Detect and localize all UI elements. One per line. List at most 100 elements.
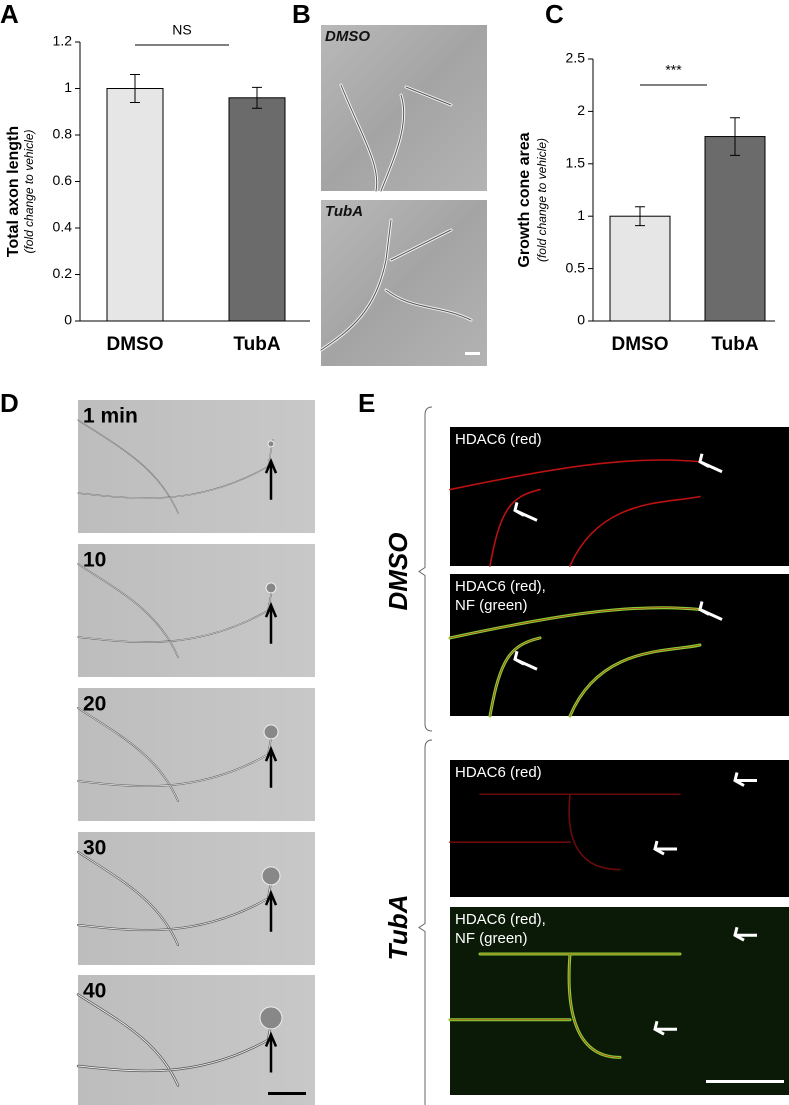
arrow [733,926,757,942]
neurite [568,953,621,1058]
image-label: DMSO [325,28,370,45]
y-tick-label: 0.2 [53,265,73,281]
neurite [77,610,269,643]
arrow [264,601,278,644]
neurite [77,754,269,787]
growth-cone [259,1006,283,1030]
neurite [77,1039,269,1072]
neurite [405,86,452,106]
y-tick-label: 0.8 [53,126,73,142]
panel-letter: D [0,388,19,418]
group-label: TubA [383,895,413,961]
x-tick-label: DMSO [107,334,164,355]
x-tick-label: TubA [233,334,280,355]
panel-letter: E [358,388,375,418]
image-label: NF (green) [455,597,528,614]
scale-bar [268,1092,306,1095]
y-axis-note: (fold change to vehicle) [535,138,549,262]
micrograph [78,832,315,965]
micrograph [450,574,789,716]
micrograph [450,760,789,897]
scale-bar [465,352,480,355]
frame-label: 1 min [83,405,138,428]
frame-label: 30 [83,837,106,860]
image-label: HDAC6 (red), [455,578,546,595]
neurite [77,898,269,931]
image-label: TubA [325,203,363,220]
y-axis-note: (fold change to vehicle) [22,129,36,253]
significance-label: NS [172,22,191,38]
error-bar [252,86,262,109]
arrow [698,453,723,474]
neurite [77,851,179,946]
frame-label: 20 [83,693,106,716]
y-tick-label: 0 [577,312,585,328]
bar [704,136,766,322]
y-tick-label: 1.5 [566,155,586,171]
image-label: HDAC6 (red) [455,764,542,781]
bracket [418,406,433,732]
y-tick-label: 0 [64,312,72,328]
arrow [264,889,278,932]
frame-label: 10 [83,549,106,572]
y-tick-label: 1.2 [53,33,73,49]
micrograph [78,975,315,1105]
scale-bar [706,1080,784,1083]
neurite [569,644,701,717]
image-label: NF (green) [455,930,528,947]
neurite [340,84,378,192]
arrow [513,502,538,522]
neurite [77,419,179,514]
y-tick-label: 0.5 [566,259,586,275]
panel-letter: A [0,0,19,29]
neurite [489,637,541,717]
arrow [698,601,723,621]
x-tick-label: TubA [711,334,758,355]
arrow [264,1031,278,1073]
bar [228,97,286,322]
neurite [568,793,621,871]
micrograph [450,907,789,1095]
neurite [77,563,179,658]
panel-letter: B [292,0,311,29]
neurite [385,289,472,321]
growth-cone [267,440,275,448]
error-bar [635,206,645,227]
neurite [390,229,452,261]
arrow [653,1020,677,1036]
arrow [733,772,757,787]
micrograph [450,427,789,566]
y-tick-label: 2 [577,102,585,118]
neurite [449,459,701,491]
bracket [418,739,433,1105]
bar [106,88,164,322]
growth-cone [261,866,281,886]
y-axis-label: Growth cone area [516,132,533,267]
arrow [513,650,538,671]
arrow [264,457,278,500]
group-label: DMSO [383,533,413,611]
panel-letter: C [545,0,564,29]
neurite [320,219,392,351]
neurite [449,607,701,639]
micrograph [78,400,315,533]
arrow [653,840,677,856]
frame-label: 40 [83,980,106,1003]
image-label: HDAC6 (red) [455,431,542,448]
micrograph [78,688,315,821]
y-axis-label: Total axon length [5,126,22,257]
y-tick-label: 1 [577,207,585,223]
growth-cone [265,582,277,594]
y-tick-label: 1 [64,79,72,95]
micrograph [78,544,315,677]
error-bar [130,74,140,103]
arrow [264,745,278,788]
bar [609,215,671,322]
error-bar [730,117,740,156]
neurite [77,466,269,499]
neurite [489,488,541,567]
y-tick-label: 0.4 [53,219,73,235]
neurite [77,994,179,1086]
image-label: HDAC6 (red), [455,911,546,928]
